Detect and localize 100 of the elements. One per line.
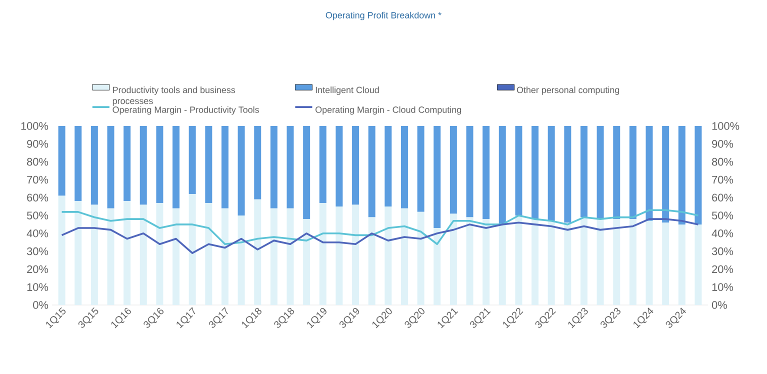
bar [532, 126, 539, 220]
bar [205, 202, 212, 305]
legend-label: Other personal computing [516, 86, 620, 95]
bar [254, 199, 262, 305]
y2-tick-label: 90% [712, 140, 734, 148]
bar [384, 126, 392, 207]
bar [107, 208, 114, 305]
y-tick-label: 70% [27, 176, 48, 184]
bar [482, 219, 490, 305]
bar [156, 126, 164, 203]
bar [515, 216, 522, 305]
y2-tick-label: 10% [712, 283, 734, 291]
bar [205, 126, 212, 203]
bar [124, 201, 131, 305]
bar [58, 196, 66, 305]
bar [286, 208, 294, 305]
y-tick-label: 50% [26, 212, 48, 220]
y-tick-label: 40% [26, 230, 48, 238]
y2-tick-label: 50% [712, 212, 734, 220]
bar [90, 126, 98, 205]
bar [596, 219, 604, 305]
bar [336, 206, 343, 305]
y2-tick-label: 60% [712, 194, 734, 202]
bar [498, 224, 506, 305]
bar [678, 126, 686, 224]
bar [140, 126, 147, 205]
y2-tick-label: 30% [712, 247, 734, 256]
bar [303, 219, 310, 305]
bar [384, 206, 392, 305]
bar [662, 222, 670, 305]
bar [221, 208, 228, 305]
bar [140, 204, 147, 305]
bar [107, 126, 114, 208]
bar [466, 217, 474, 305]
bar [548, 220, 555, 305]
bar [188, 194, 196, 305]
y-tick-label: 0% [33, 301, 48, 309]
bar [629, 126, 636, 220]
bar [434, 126, 441, 228]
bar [434, 228, 441, 305]
bar [646, 126, 653, 221]
bar [450, 214, 457, 305]
bar [548, 126, 555, 221]
bar [303, 126, 310, 220]
bar [450, 126, 457, 214]
bar [694, 126, 702, 224]
y2-tick-label: 40% [712, 230, 734, 238]
legend-label: Operating Margin - Cloud Computing [316, 106, 462, 115]
bar [482, 126, 490, 220]
bar [270, 126, 278, 208]
y2-tick-label: 20% [712, 265, 734, 274]
bar [352, 126, 360, 205]
bar [238, 216, 245, 305]
bar [368, 217, 376, 305]
bar [629, 219, 636, 305]
bar [400, 126, 408, 208]
bar [678, 224, 686, 305]
line-series [60, 218, 700, 254]
bar [466, 126, 474, 218]
legend-label: Intelligent Cloud [316, 86, 379, 95]
bar [613, 126, 620, 220]
y-tick-label: 20% [27, 265, 48, 274]
bar [613, 219, 620, 305]
y-tick-label: 100% [21, 122, 48, 130]
y-tick-label: 90% [27, 140, 48, 148]
bar [336, 126, 343, 207]
bar [90, 204, 98, 305]
bar [352, 204, 360, 305]
bar [580, 217, 588, 305]
y2-tick-label: 0% [712, 301, 727, 309]
bar [417, 126, 424, 212]
bar [694, 224, 702, 305]
y2-tick-label: 70% [712, 176, 734, 184]
bar [319, 126, 326, 203]
bar [417, 212, 424, 305]
bar [238, 126, 245, 216]
bar [172, 208, 180, 305]
bar [596, 126, 604, 220]
bar [58, 126, 66, 196]
bar [270, 208, 278, 305]
y-tick-label: 30% [26, 247, 48, 256]
bar [564, 126, 572, 223]
y-tick-label: 10% [27, 283, 48, 291]
bar [221, 126, 228, 208]
y2-tick-label: 100% [712, 122, 740, 130]
bar [400, 208, 408, 305]
bar [662, 126, 670, 223]
bar [564, 222, 572, 305]
bar [74, 201, 82, 305]
chart-title: Operating Profit Breakdown * [326, 12, 442, 20]
bar [368, 126, 376, 218]
bar [646, 220, 653, 305]
bar [515, 126, 522, 216]
legend-label: Productivity tools and business processes [112, 86, 236, 106]
bar [580, 126, 588, 218]
bar [254, 126, 262, 200]
line-series [60, 209, 700, 246]
bar [124, 126, 131, 202]
bar [172, 126, 180, 208]
bar [156, 202, 164, 305]
